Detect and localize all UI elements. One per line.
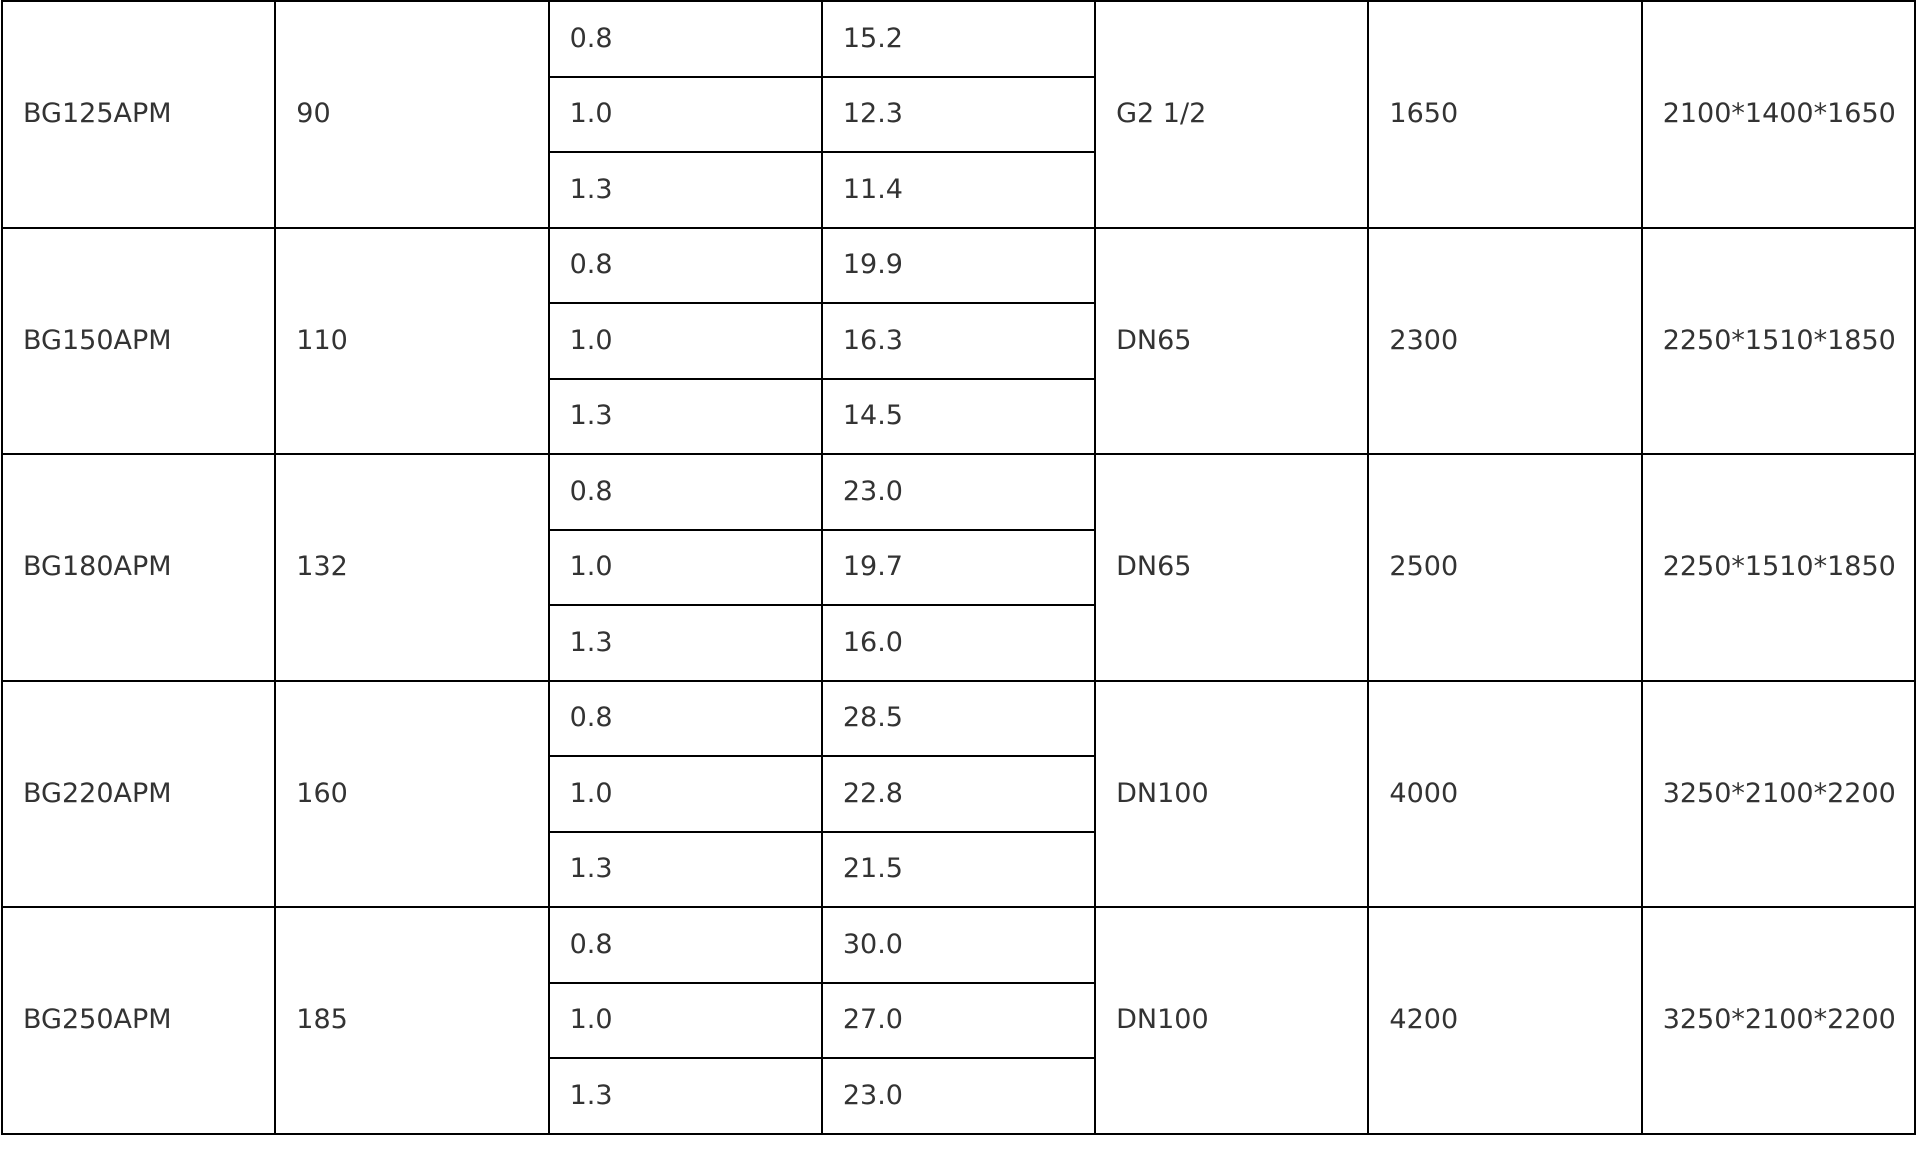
pressure-cell: 1.0: [547, 755, 823, 833]
table-row: 1.3 21.5: [2, 830, 1915, 908]
dimensions-cell: 2250*1510*1850: [1640, 226, 1917, 455]
table-row: 1.3 23.0: [2, 1057, 1915, 1135]
model-cell: BG180APM: [0, 453, 277, 682]
table-row: 1.0 22.8: [2, 755, 1915, 833]
model-cell: BG125APM: [0, 0, 277, 229]
pressure-cell: 0.8: [547, 226, 823, 304]
pressure-cell: 0.8: [547, 679, 823, 757]
pressure-cell: 1.0: [547, 302, 823, 380]
table-row: BG250APM 185 0.8 30.0 DN100 4200 3250*2100*220…: [0, 906, 1917, 1135]
power-cell: 160: [274, 679, 550, 908]
capacity-cell: 23.0: [820, 1057, 1097, 1135]
capacity-cell: 27.0: [820, 981, 1097, 1059]
dimensions-cell: 3250*2100*2200: [1640, 906, 1917, 1135]
power-cell: 90: [274, 0, 550, 229]
outlet-cell: G2 1/2: [1094, 0, 1370, 229]
outlet-cell: DN100: [1094, 679, 1370, 908]
pressure-cell: 0.8: [547, 0, 823, 78]
capacity-cell: 19.9: [820, 226, 1097, 304]
table-row: 1.3 11.4: [2, 151, 1915, 229]
table-row: 1.0 12.3: [2, 75, 1915, 153]
weight-cell: 2300: [1367, 226, 1643, 455]
outlet-cell: DN65: [1094, 226, 1370, 455]
capacity-cell: 12.3: [820, 75, 1097, 153]
weight-cell: 1650: [1367, 0, 1643, 229]
pressure-cell: 1.3: [547, 377, 823, 455]
weight-cell: 4000: [1367, 679, 1643, 908]
table-row: BG150APM 110 0.8 19.9 DN65 2300 2250*1510*1850: [0, 226, 1917, 455]
pressure-cell: 1.0: [547, 75, 823, 153]
pressure-cell: 1.0: [547, 528, 823, 606]
pressure-cell: 0.8: [547, 453, 823, 531]
capacity-cell: 15.2: [820, 0, 1097, 78]
capacity-cell: 14.5: [820, 377, 1097, 455]
capacity-cell: 16.3: [820, 302, 1097, 380]
capacity-cell: 23.0: [820, 453, 1097, 531]
model-cell: BG150APM: [0, 226, 277, 455]
table-row: 1.3 16.0: [2, 604, 1915, 682]
power-cell: 185: [274, 906, 550, 1135]
weight-cell: 4200: [1367, 906, 1643, 1135]
capacity-cell: 28.5: [820, 679, 1097, 757]
table-row: BG125APM 90 0.8 15.2 G2 1/2 1650 2100*1400*165…: [0, 0, 1917, 229]
table-row: BG180APM 132 0.8 23.0 DN65 2500 2250*1510*1850: [0, 453, 1917, 682]
table-row: 1.3 14.5: [2, 377, 1915, 455]
capacity-cell: 30.0: [820, 906, 1097, 984]
model-cell: BG220APM: [0, 679, 277, 908]
model-cell: BG250APM: [0, 906, 277, 1135]
capacity-cell: 22.8: [820, 755, 1097, 833]
dimensions-cell: 2250*1510*1850: [1640, 453, 1917, 682]
outlet-cell: DN100: [1094, 906, 1370, 1135]
pressure-cell: 1.3: [547, 1057, 823, 1135]
capacity-cell: 19.7: [820, 528, 1097, 606]
pressure-cell: 1.0: [547, 981, 823, 1059]
power-cell: 110: [274, 226, 550, 455]
spec-table: BG125APM 90 0.8 15.2 G2 1/2 1650 2100*1400*165…: [0, 0, 1917, 1135]
pressure-cell: 0.8: [547, 906, 823, 984]
capacity-cell: 16.0: [820, 604, 1097, 682]
power-cell: 132: [274, 453, 550, 682]
table-row: 1.0 19.7: [2, 528, 1915, 606]
pressure-cell: 1.3: [547, 830, 823, 908]
table-row: 1.0 27.0: [2, 981, 1915, 1059]
table-row: BG220APM 160 0.8 28.5 DN100 4000 3250*2100*220…: [0, 679, 1917, 908]
table-row: 1.0 16.3: [2, 302, 1915, 380]
capacity-cell: 11.4: [820, 151, 1097, 229]
capacity-cell: 21.5: [820, 830, 1097, 908]
dimensions-cell: 3250*2100*2200: [1640, 679, 1917, 908]
weight-cell: 2500: [1367, 453, 1643, 682]
pressure-cell: 1.3: [547, 151, 823, 229]
pressure-cell: 1.3: [547, 604, 823, 682]
dimensions-cell: 2100*1400*1650: [1640, 0, 1917, 229]
outlet-cell: DN65: [1094, 453, 1370, 682]
